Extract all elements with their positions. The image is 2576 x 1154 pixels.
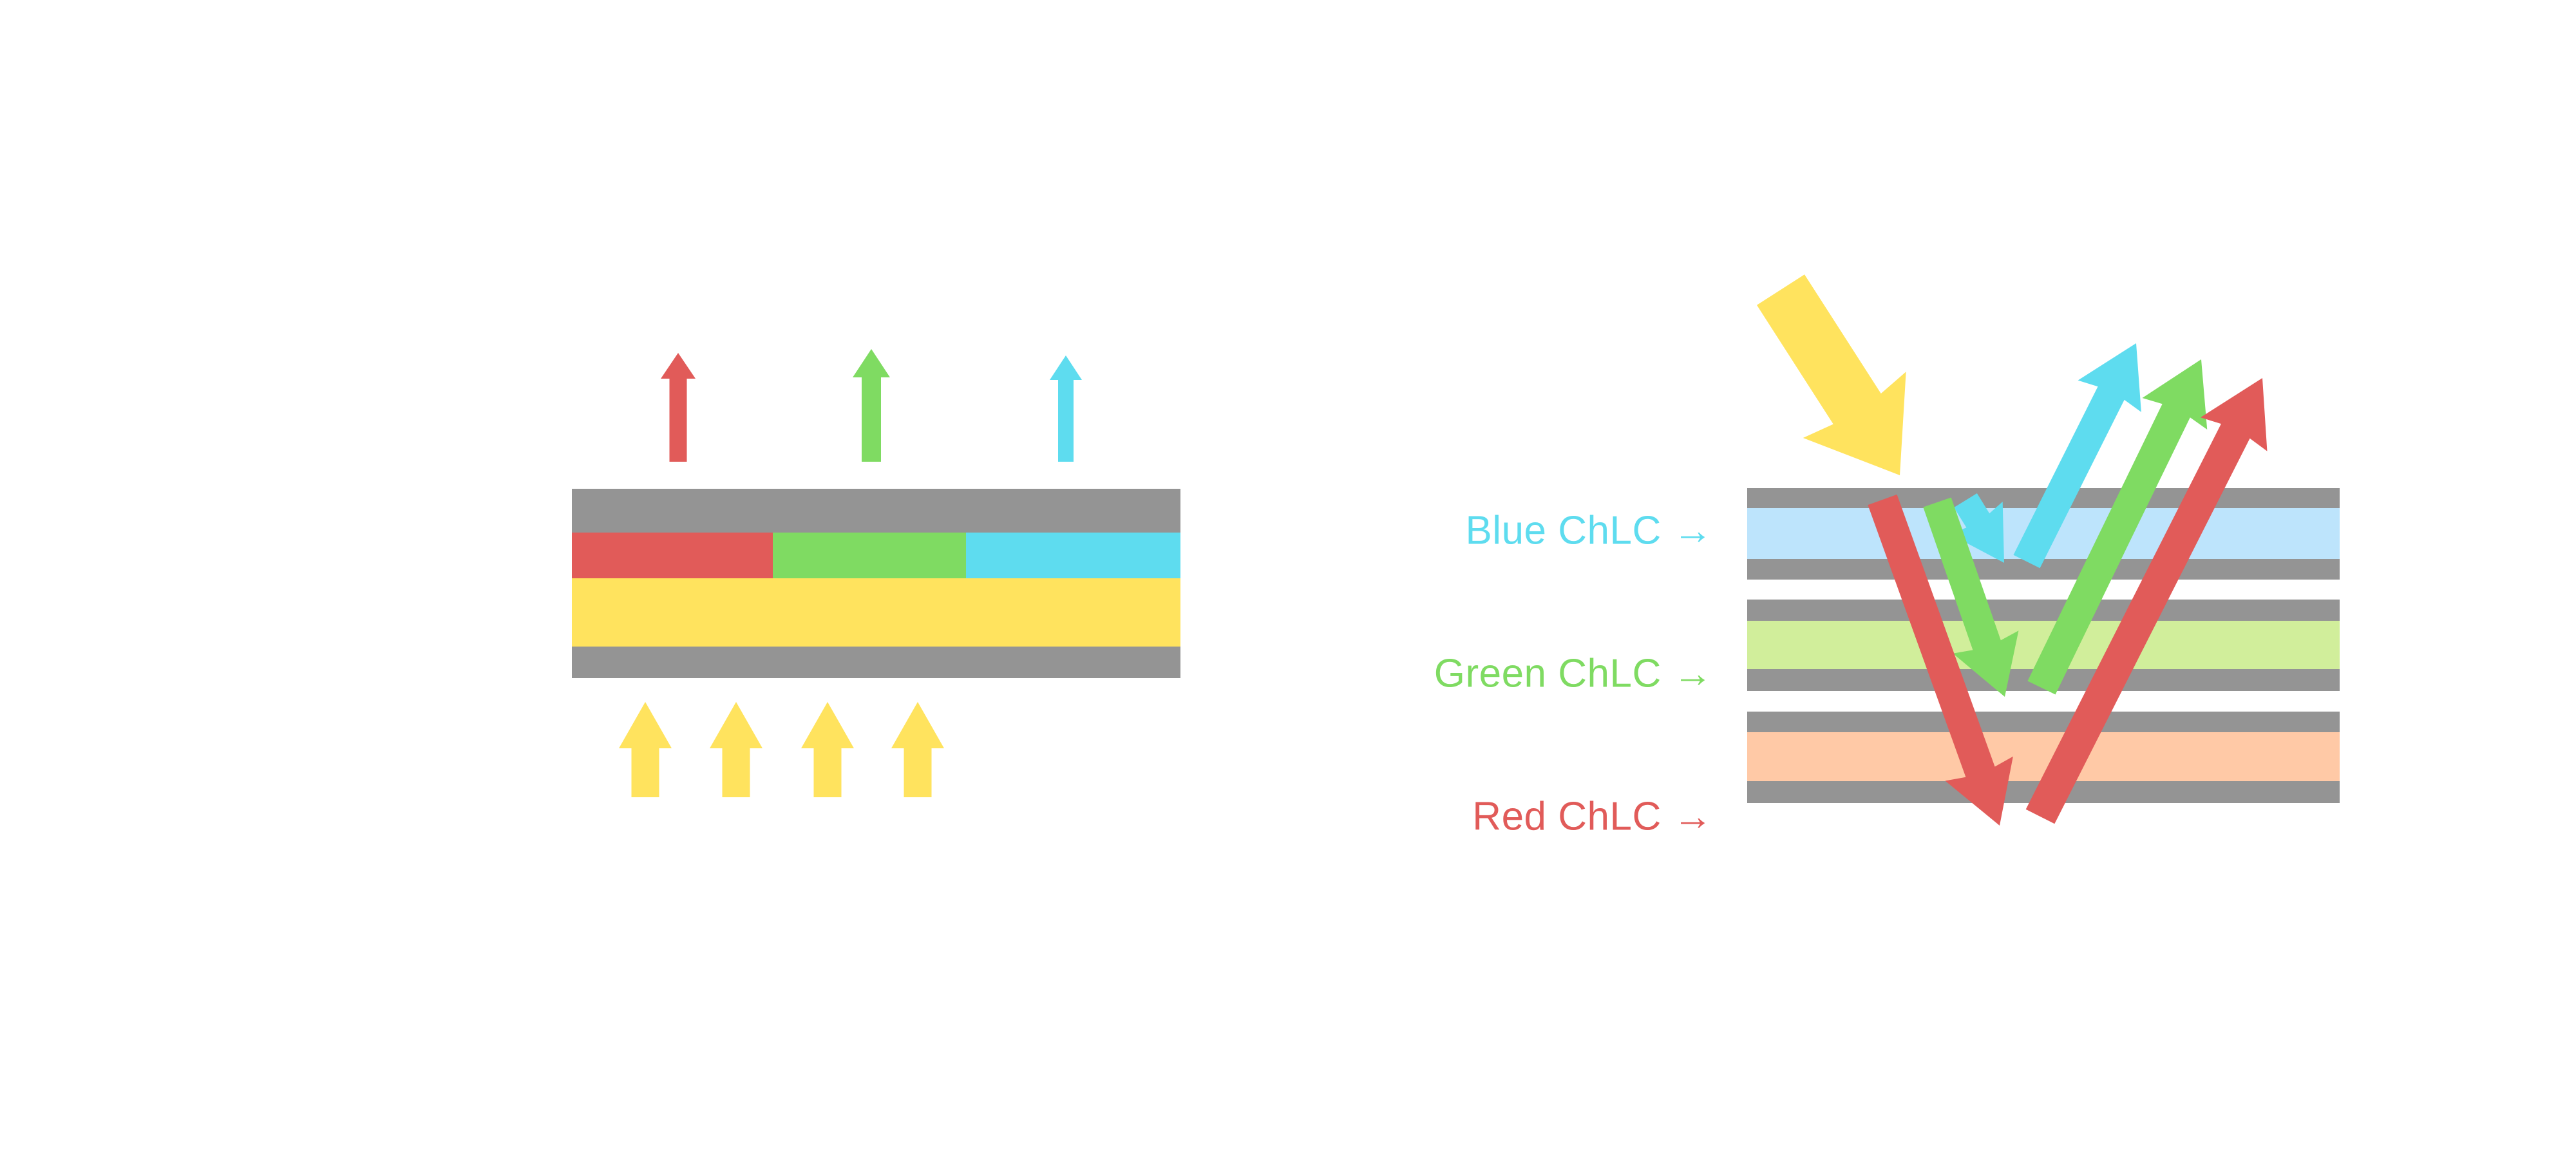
red-top-electrode xyxy=(1747,712,2340,732)
red-emitted-arrow xyxy=(661,353,696,462)
green-emitted-arrow xyxy=(853,349,890,462)
backlight-arrow-4 xyxy=(891,702,944,797)
blue-chlc-label: Blue ChLC → xyxy=(1465,508,1713,553)
red-reflected-up-arrow xyxy=(2025,378,2268,824)
backlight-arrow-1 xyxy=(619,702,672,797)
blue-emitted-arrow xyxy=(1050,355,1082,462)
green-transmitted-down-arrow xyxy=(1923,497,2019,697)
blue-bottom-electrode xyxy=(1747,559,2340,580)
blue-reflected-down-arrow xyxy=(1950,493,2004,563)
green-chlc-label: Green ChLC → xyxy=(1434,651,1713,695)
green-reflected-up-arrow xyxy=(2027,359,2208,695)
red-transmitted-down-arrow xyxy=(1868,494,2013,826)
green-top-electrode xyxy=(1747,600,2340,621)
red-chlc-layer xyxy=(1747,732,2340,781)
incident-white-light-arrow xyxy=(1756,274,1906,475)
backlight-layer xyxy=(572,578,1180,647)
blue-reflected-up-arrow xyxy=(2013,343,2141,569)
bottom-electrode xyxy=(572,647,1180,678)
blue-chlc-label-text: Blue ChLC → xyxy=(1465,508,1713,553)
top-electrode xyxy=(572,489,1180,533)
blue-filter xyxy=(966,533,1180,578)
green-filter xyxy=(773,533,966,578)
green-chlc-label-text: Green ChLC → xyxy=(1434,651,1713,695)
backlight-arrow-3 xyxy=(801,702,854,797)
red-chlc-label: Red ChLC → xyxy=(1472,794,1713,838)
red-chlc-label-text: Red ChLC → xyxy=(1472,794,1713,838)
backlight-arrow-2 xyxy=(710,702,762,797)
red-filter xyxy=(572,533,773,578)
